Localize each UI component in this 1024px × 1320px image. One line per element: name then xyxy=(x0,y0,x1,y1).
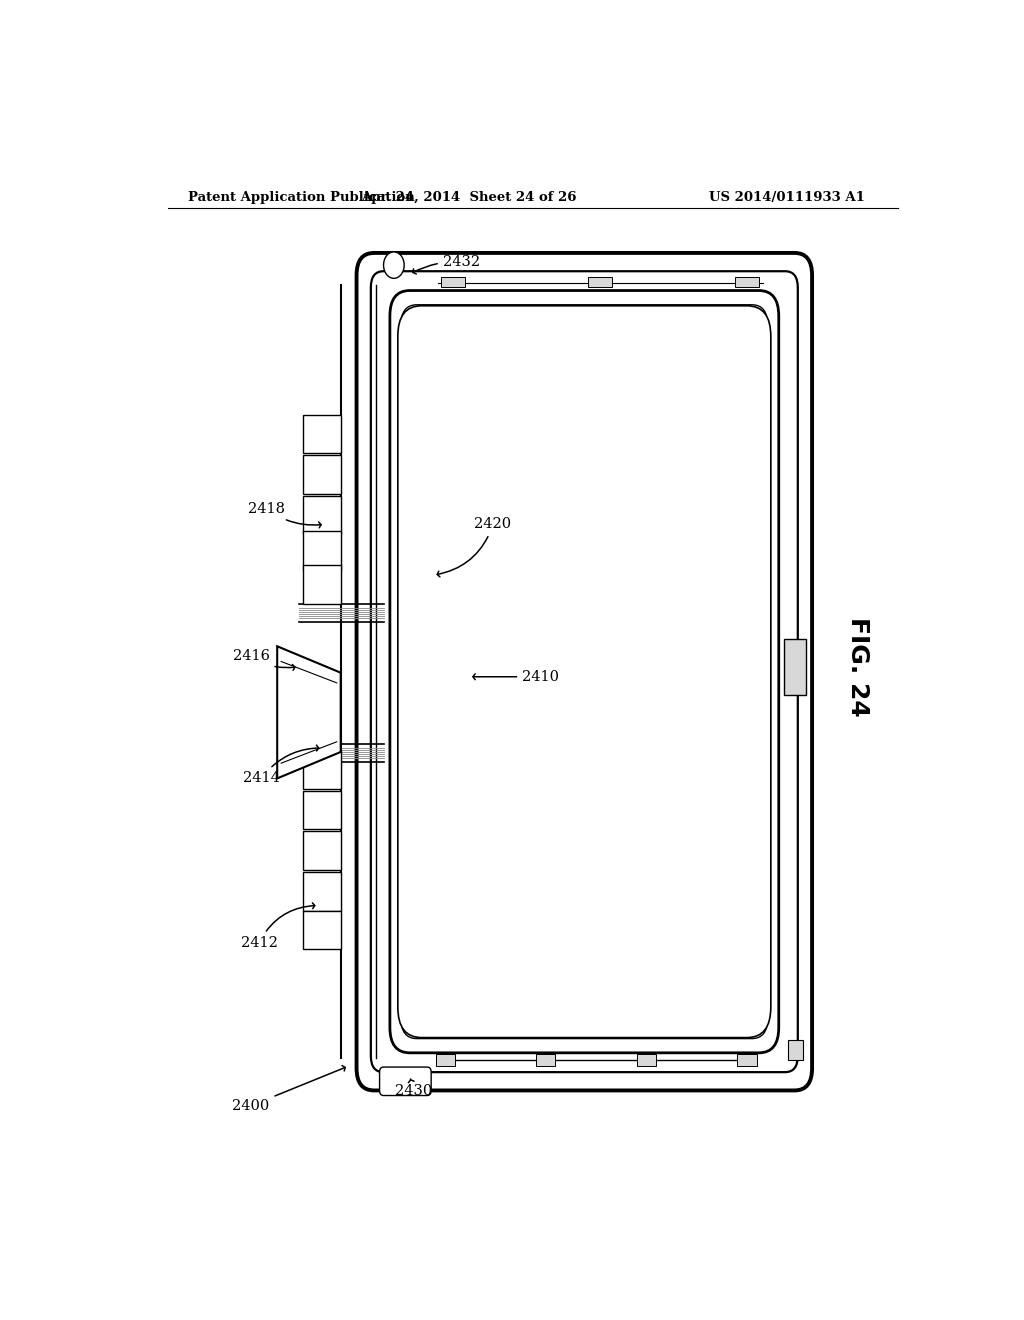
Text: Apr. 24, 2014  Sheet 24 of 26: Apr. 24, 2014 Sheet 24 of 26 xyxy=(361,191,577,205)
Text: 2416: 2416 xyxy=(232,649,295,671)
Text: 2418: 2418 xyxy=(249,502,322,528)
Bar xyxy=(303,832,341,870)
Bar xyxy=(637,1053,656,1067)
Bar xyxy=(303,873,341,911)
Bar xyxy=(303,414,341,453)
Bar xyxy=(537,1053,555,1067)
FancyBboxPatch shape xyxy=(390,290,778,1053)
FancyBboxPatch shape xyxy=(401,305,768,1039)
Bar xyxy=(588,277,612,288)
Bar xyxy=(303,532,341,570)
Text: 2412: 2412 xyxy=(241,903,314,950)
Text: 2420: 2420 xyxy=(437,517,512,577)
Text: 2432: 2432 xyxy=(413,255,480,275)
Text: 2400: 2400 xyxy=(232,1065,345,1113)
FancyBboxPatch shape xyxy=(397,306,771,1038)
Text: Patent Application Publication: Patent Application Publication xyxy=(187,191,415,205)
Bar xyxy=(737,1053,757,1067)
Bar xyxy=(303,750,341,788)
FancyBboxPatch shape xyxy=(356,253,812,1090)
Bar xyxy=(303,791,341,829)
Text: 2430: 2430 xyxy=(395,1078,432,1098)
FancyBboxPatch shape xyxy=(371,271,798,1072)
Bar xyxy=(783,639,806,696)
Text: 2410: 2410 xyxy=(473,669,559,684)
Text: 2414: 2414 xyxy=(243,744,318,785)
Bar xyxy=(441,277,465,288)
Bar xyxy=(303,911,341,949)
Bar xyxy=(303,565,341,603)
Text: US 2014/0111933 A1: US 2014/0111933 A1 xyxy=(709,191,864,205)
Text: FIG. 24: FIG. 24 xyxy=(846,616,870,717)
Bar xyxy=(436,1053,455,1067)
Polygon shape xyxy=(278,647,341,779)
Bar xyxy=(303,496,341,535)
Bar xyxy=(303,455,341,494)
Circle shape xyxy=(384,252,404,279)
Bar xyxy=(788,1040,803,1060)
FancyBboxPatch shape xyxy=(380,1067,431,1096)
Bar xyxy=(735,277,759,288)
